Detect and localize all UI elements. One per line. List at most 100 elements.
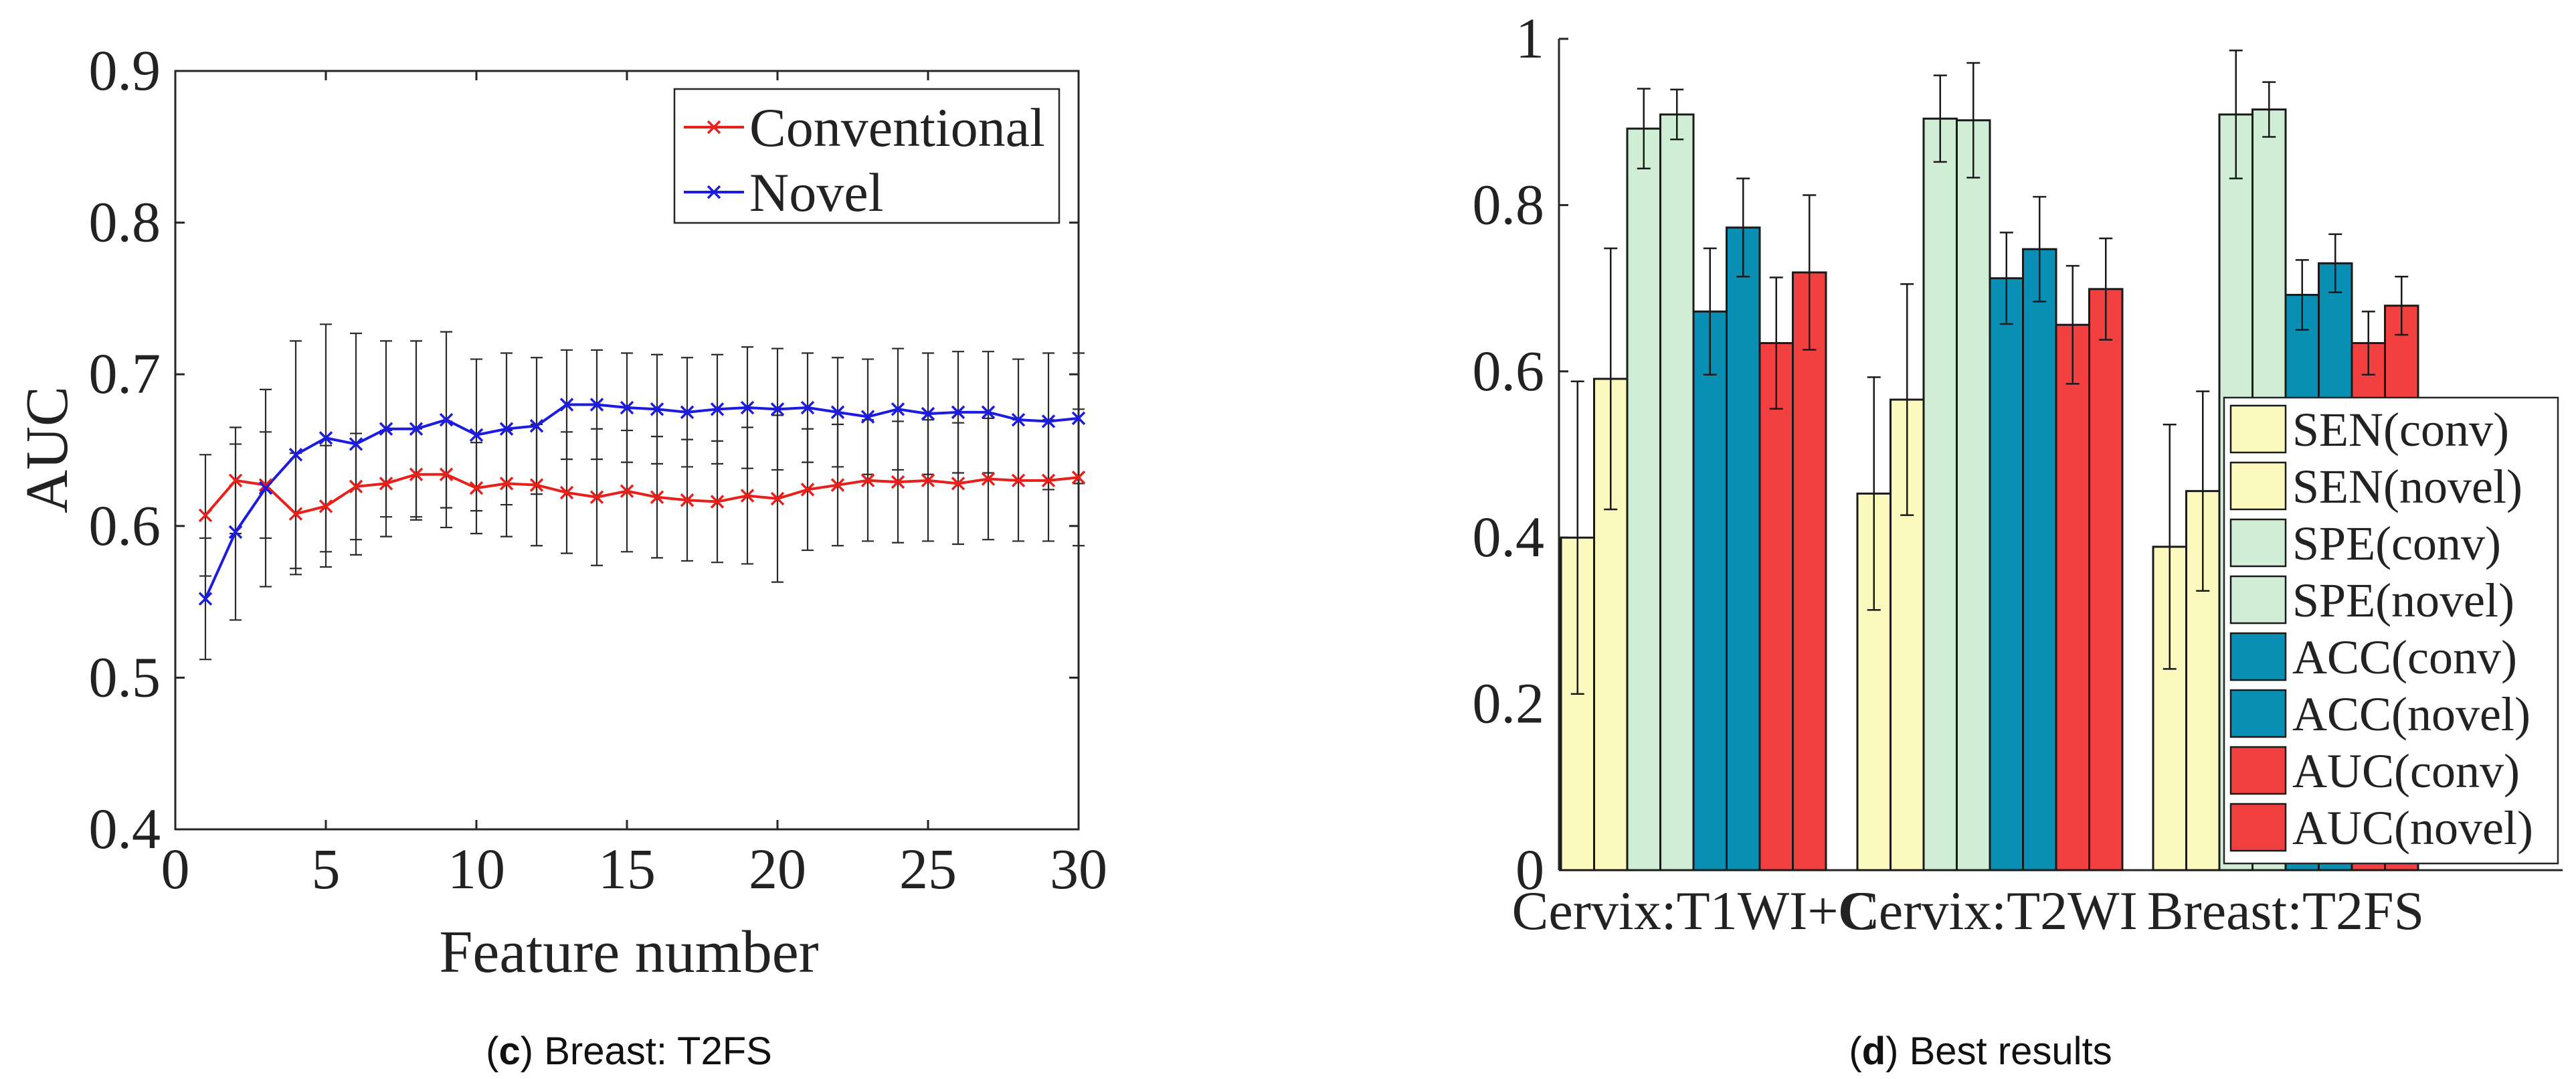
bar-spe-novel	[1659, 113, 1695, 872]
point-conventional	[349, 479, 363, 494]
point-novel	[499, 422, 514, 436]
point-conventional	[951, 477, 965, 491]
category-label-d: Cervix:T1WI+C	[1512, 880, 1875, 941]
legend-swatch-spe-conv	[2229, 518, 2287, 568]
point-conventional	[228, 473, 243, 488]
point-conventional	[1041, 473, 1056, 488]
panel-c-line-chart: 0 5 10 15 20 25 30 0.4 0.5 0.6 0.7 0.8 0.9 Feature n…	[14, 38, 1107, 1073]
bar-auc-conv	[2055, 323, 2090, 872]
y-tick-label-c: 0.8	[89, 190, 161, 254]
point-novel	[198, 592, 213, 606]
series-line-novel	[204, 403, 1079, 600]
point-novel	[1011, 412, 1026, 427]
point-conventional	[589, 490, 604, 504]
point-conventional	[499, 477, 514, 491]
point-novel	[349, 437, 363, 451]
point-novel	[589, 398, 604, 412]
point-conventional	[198, 508, 213, 523]
bar-spe-conv	[1922, 117, 1958, 872]
point-novel	[951, 405, 965, 420]
point-novel	[830, 405, 845, 420]
error-bars-d	[1570, 50, 2409, 695]
point-conventional	[559, 485, 574, 500]
y-tick-label-d: 1	[1515, 6, 1544, 70]
bar-acc-conv	[1989, 277, 2024, 872]
x-tick-label-c: 10	[448, 837, 505, 901]
y-tick-label-c: 0.7	[89, 341, 161, 406]
point-conventional	[318, 499, 333, 513]
legend-swatch-sen-novel	[2229, 461, 2287, 511]
y-tick-label-c: 0.6	[89, 493, 161, 558]
series-lines-c	[204, 403, 1079, 600]
point-novel	[1041, 414, 1056, 428]
bar-auc-novel	[1792, 271, 1827, 872]
legend-swatch-sen-conv	[2229, 404, 2287, 454]
axis-ticks-c: 0 5 10 15 20 25 30 0.4 0.5 0.6 0.7 0.8 0.9	[89, 38, 1108, 901]
legend-label-sen-novel: SEN(novel)	[2292, 460, 2522, 513]
point-novel	[318, 431, 333, 445]
y-tick-label-d: 0.6	[1473, 339, 1545, 403]
legend-label-auc-novel: AUC(novel)	[2292, 801, 2533, 855]
point-conventional	[1071, 471, 1086, 485]
legend-label-sen-conv: SEN(conv)	[2292, 403, 2509, 456]
point-conventional	[379, 477, 393, 491]
legend-label-novel: Novel	[749, 162, 883, 223]
point-conventional	[409, 467, 424, 481]
series-line-conventional	[204, 473, 1079, 517]
x-tick-label-c: 5	[312, 837, 341, 901]
x-axis-title-c: Feature number	[439, 919, 818, 985]
legend-swatch-spe-novel	[2229, 575, 2287, 625]
point-conventional	[891, 475, 905, 489]
bar-spe-conv	[1626, 127, 1661, 872]
legend-label-conventional: Conventional	[749, 97, 1045, 158]
point-conventional	[860, 473, 875, 488]
legend-label-auc-conv: AUC(conv)	[2292, 744, 2520, 798]
caption-d: (d) Best results	[1849, 1029, 2112, 1073]
point-novel	[740, 400, 755, 415]
x-tick-label-c: 15	[598, 837, 656, 901]
point-novel	[680, 405, 695, 420]
point-novel	[379, 422, 393, 436]
point-novel	[469, 428, 484, 442]
point-novel	[439, 412, 454, 427]
point-conventional	[1011, 473, 1026, 488]
legend-box-c	[673, 88, 1061, 224]
y-tick-label-d: 0.2	[1473, 671, 1545, 736]
point-conventional	[710, 495, 725, 509]
markers-c	[198, 398, 1086, 606]
y-tick-label-d: 0.4	[1473, 505, 1545, 569]
legend-swatch-acc-conv	[2229, 632, 2287, 681]
caption-text-c: Breast: T2FS	[544, 1029, 772, 1073]
point-conventional	[770, 491, 785, 506]
point-novel	[529, 419, 544, 433]
point-conventional	[288, 507, 303, 521]
point-novel	[228, 525, 243, 540]
point-conventional	[800, 483, 815, 497]
caption-c: (c) Breast: T2FS	[486, 1029, 772, 1073]
point-novel	[860, 410, 875, 424]
bars-d	[1560, 108, 2419, 872]
point-novel	[409, 422, 424, 436]
point-conventional	[529, 478, 544, 492]
point-novel	[710, 402, 725, 416]
bar-auc-conv	[1758, 342, 1794, 872]
legend-swatch-auc-novel	[2229, 803, 2287, 852]
caption-letter-d: d	[1862, 1029, 1885, 1073]
legend-label-spe-conv: SPE(conv)	[2292, 517, 2501, 570]
y-tick-label-d: 0	[1515, 837, 1544, 902]
caption-letter-c: c	[499, 1029, 521, 1073]
point-conventional	[740, 489, 755, 503]
y-axis-title-c: AUC	[14, 386, 80, 513]
point-novel	[981, 405, 996, 420]
bar-acc-conv	[1692, 310, 1728, 872]
point-conventional	[469, 481, 484, 495]
point-novel	[650, 402, 664, 416]
bar-auc-novel	[2088, 288, 2124, 872]
point-novel	[288, 448, 303, 462]
y-tick-label-c: 0.4	[89, 797, 161, 861]
point-conventional	[830, 478, 845, 492]
legend-swatch-marker-novel	[707, 185, 721, 199]
bar-spe-novel	[1956, 119, 1991, 872]
